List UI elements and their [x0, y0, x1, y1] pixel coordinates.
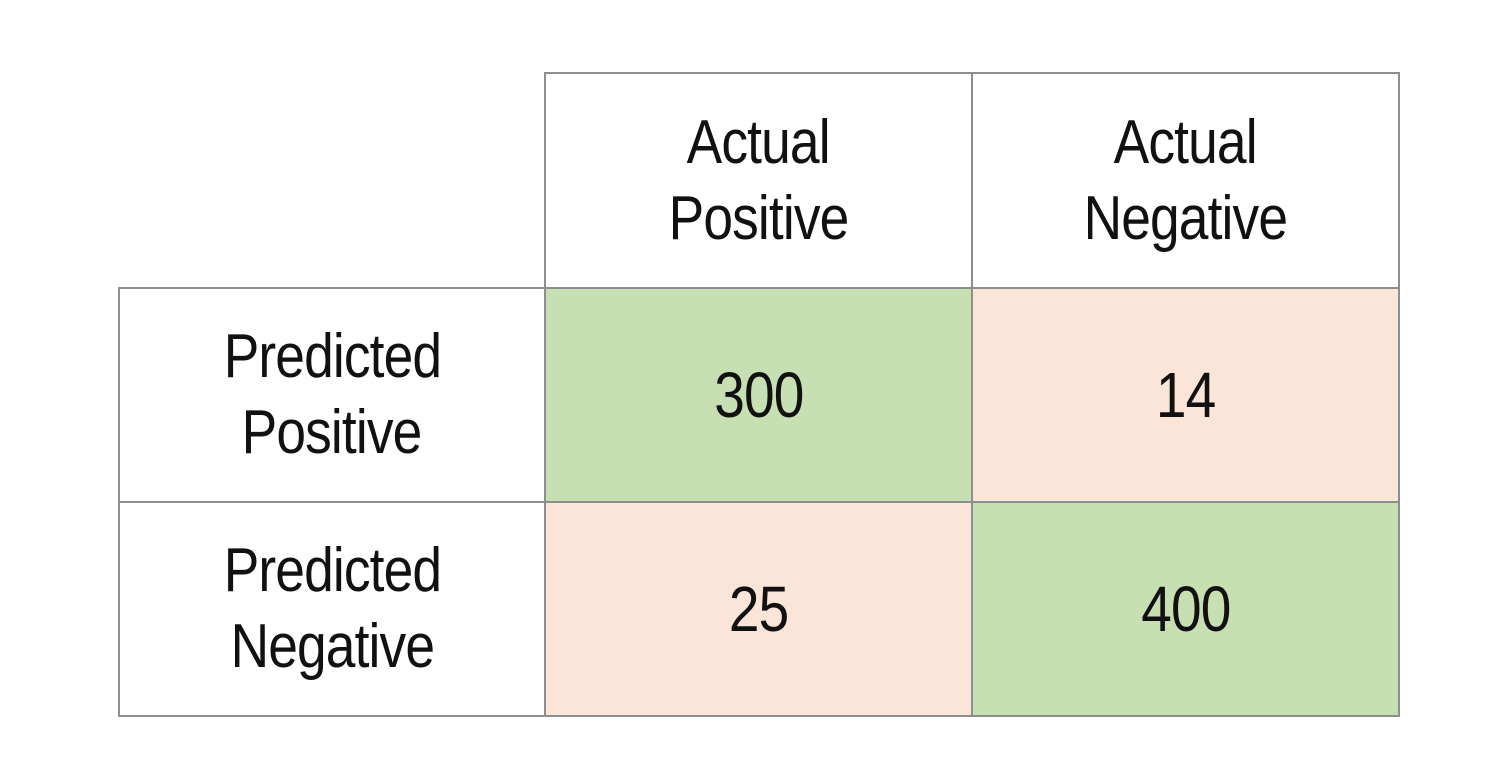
corner-cell	[150, 74, 516, 289]
column-header-line1: Actual	[686, 107, 831, 177]
false-positive-value: 14	[1155, 359, 1216, 431]
row-header-predicted-positive: Predicted Positive	[118, 287, 546, 503]
true-negative-cell: 400	[971, 501, 1400, 717]
false-negative-value: 25	[728, 573, 789, 645]
column-header-actual-negative: Actual Negative	[971, 72, 1400, 289]
true-positive-cell: 300	[544, 287, 973, 503]
true-negative-value: 400	[1140, 573, 1231, 645]
confusion-matrix: Actual Positive Actual Negative Predicte…	[118, 72, 1400, 717]
column-header-line2: Positive	[668, 183, 850, 253]
true-positive-value: 300	[713, 359, 804, 431]
row-header-line2: Positive	[242, 398, 423, 467]
column-header-line2: Negative	[1083, 183, 1288, 253]
row-header-line1: Predicted	[223, 322, 441, 391]
column-header-actual-positive: Actual Positive	[544, 72, 973, 289]
row-header-line1: Predicted	[223, 536, 441, 605]
row-header-predicted-negative: Predicted Negative	[118, 501, 546, 717]
false-negative-cell: 25	[544, 501, 973, 717]
false-positive-cell: 14	[971, 287, 1400, 503]
row-header-line2: Negative	[230, 612, 434, 681]
column-header-line1: Actual	[1113, 107, 1258, 177]
